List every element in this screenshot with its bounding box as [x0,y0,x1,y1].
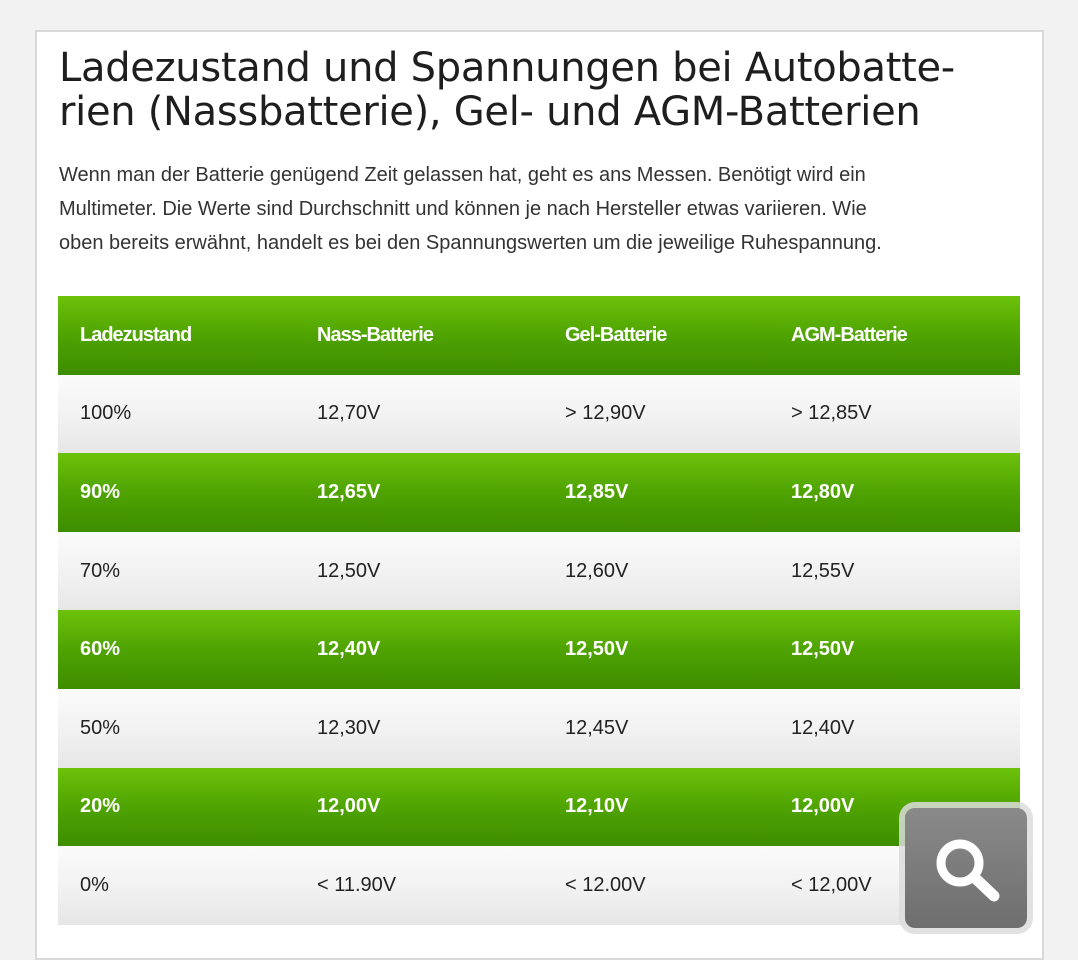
table-row: 0% < 11.90V < 12.00V < 12,00V [58,846,1020,925]
table-row: 90% 12,65V 12,85V 12,80V [58,453,1020,532]
cell-agm: 12,80V [791,480,855,503]
header-ladezustand: Ladezustand [80,323,192,346]
cell-nass: 12,30V [317,716,381,739]
table-row: 50% 12,30V 12,45V 12,40V [58,688,1020,768]
cell-charge: 100% [80,402,132,425]
intro-line-2: Multimeter. Die Werte sind Durchschnitt … [59,198,867,220]
cell-charge: 50% [80,716,121,739]
page-title: Ladezustand und Spannungen bei Autobatte… [59,46,1019,134]
cell-gel: 12,45V [565,716,629,739]
cell-gel: 12,50V [565,638,629,661]
cell-nass: 12,70V [317,402,381,425]
title-line-1: Ladezustand und Spannungen bei Autobatte… [59,45,955,91]
cell-charge: 60% [80,638,121,661]
cell-nass: 12,40V [317,638,381,661]
header-agm-batterie: AGM-Batterie [791,323,908,346]
cell-nass: 12,00V [317,795,381,818]
cell-nass: < 11.90V [317,873,397,896]
table-row: 60% 12,40V 12,50V 12,50V [58,610,1020,689]
cell-nass: 12,65V [317,480,381,503]
cell-agm: 12,55V [791,559,855,582]
cell-gel: 12,10V [565,795,629,818]
cell-gel: 12,60V [565,559,629,582]
table-row: 100% 12,70V > 12,90V > 12,85V [58,374,1020,454]
cell-agm: 12,40V [791,716,855,739]
intro-line-3: oben bereits erwähnt, handelt es bei den… [59,232,882,254]
cell-charge: 0% [80,873,109,896]
intro-paragraph: Wenn man der Batterie genügend Zeit gela… [59,158,1019,260]
table-row: 70% 12,50V 12,60V 12,55V [58,531,1020,611]
cell-gel: < 12.00V [565,873,646,896]
cell-nass: 12,50V [317,559,381,582]
cell-agm: > 12,85V [791,402,872,425]
voltage-table: Ladezustand Nass-Batterie Gel-Batterie A… [58,296,1020,925]
cell-agm: < 12,00V [791,873,872,896]
cell-gel: 12,85V [565,480,629,503]
table-row: 20% 12,00V 12,10V 12,00V [58,767,1020,847]
cell-charge: 20% [80,795,121,818]
magnifier-icon [936,839,1000,902]
title-line-2: rien (Nassbatterie), Gel- und AGM-Batter… [59,89,921,135]
cell-charge: 70% [80,559,121,582]
zoom-button[interactable] [905,808,1027,928]
article-card: Ladezustand und Spannungen bei Autobatte… [35,30,1044,960]
cell-gel: > 12,90V [565,402,646,425]
cell-charge: 90% [80,480,121,503]
header-nass-batterie: Nass-Batterie [317,323,434,346]
table-header-row: Ladezustand Nass-Batterie Gel-Batterie A… [58,296,1020,375]
cell-agm: 12,00V [791,795,855,818]
cell-agm: 12,50V [791,638,855,661]
header-gel-batterie: Gel-Batterie [565,323,667,346]
intro-line-1: Wenn man der Batterie genügend Zeit gela… [59,164,866,186]
